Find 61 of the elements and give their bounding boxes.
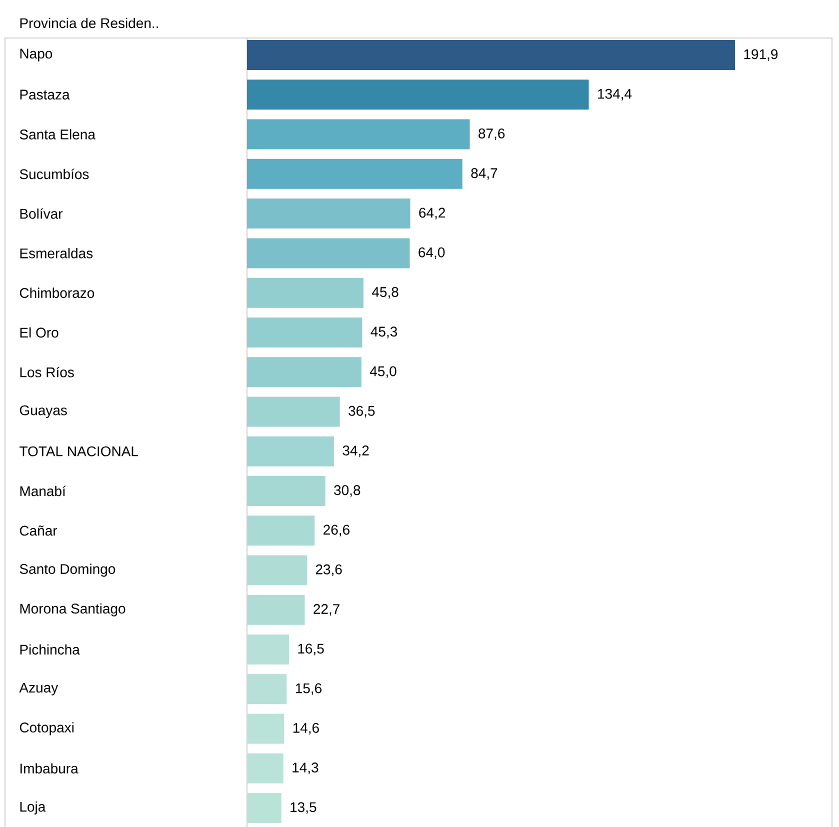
bar <box>247 278 364 308</box>
y-tick-label: Cañar <box>20 525 58 536</box>
bar <box>247 792 282 823</box>
data-label: 23,6 <box>316 564 342 576</box>
y-tick-label: Imbabura <box>20 763 78 774</box>
bar <box>247 476 326 506</box>
data-label: 34,2 <box>342 446 369 458</box>
y-tick-label: Pichincha <box>20 644 80 655</box>
y-tick-label: Bolívar <box>20 208 63 219</box>
bar <box>247 119 470 150</box>
y-tick-label: Los Ríos <box>20 366 74 378</box>
data-label: 84,7 <box>471 168 498 180</box>
y-tick-label: Pastaza <box>20 90 70 100</box>
bar <box>247 238 410 268</box>
data-label: 16,5 <box>298 644 324 656</box>
y-tick-label: Napo <box>20 48 52 62</box>
y-tick-label: TOTAL NACIONAL <box>20 446 138 456</box>
bar <box>247 594 305 625</box>
y-tick-label: Sucumbíos <box>20 168 89 180</box>
bar <box>247 753 284 784</box>
data-label: 45,0 <box>370 366 396 378</box>
data-label: 87,6 <box>478 128 505 140</box>
data-label: 14,6 <box>293 722 319 735</box>
data-label: 45,3 <box>370 326 398 338</box>
y-tick-label: Cotopaxi <box>20 722 74 736</box>
y-tick-label: Esmeraldas <box>20 248 93 258</box>
y-tick-label: Guayas <box>20 405 67 418</box>
data-label: 134,4 <box>598 88 632 100</box>
data-label: 45,8 <box>372 287 398 299</box>
bar <box>247 555 308 586</box>
data-label: 191,9 <box>744 49 778 61</box>
y-tick-label: Chimborazo <box>20 288 94 298</box>
data-label: 15,6 <box>296 683 322 695</box>
data-label: 30,8 <box>334 485 360 497</box>
y-tick-label: Loja <box>20 801 46 815</box>
y-tick-label: Azuay <box>19 682 58 696</box>
bar <box>247 198 410 229</box>
bar <box>247 80 589 110</box>
y-tick-label: Morona Santiago <box>20 603 126 616</box>
bar <box>247 396 340 427</box>
y-tick-label: Santa Elena <box>20 129 96 140</box>
bar <box>247 158 462 189</box>
data-label: 13,5 <box>290 802 316 814</box>
y-tick-label: Santo Domingo <box>20 564 116 577</box>
y-tick-label: Manabí <box>20 486 66 496</box>
bar <box>247 317 362 348</box>
bar <box>247 357 362 388</box>
y-axis-title: Provincia de Residen.. <box>20 18 158 28</box>
data-label: 26,6 <box>324 524 350 536</box>
bar <box>247 714 284 744</box>
data-label: 36,5 <box>348 406 375 418</box>
bar <box>247 674 287 704</box>
data-label: 22,7 <box>314 604 340 616</box>
bar <box>247 436 334 466</box>
bar <box>247 634 289 664</box>
y-tick-label: El Oro <box>20 327 58 338</box>
data-label: 64,2 <box>419 208 446 220</box>
data-label: 64,0 <box>418 247 445 259</box>
data-label: 14,3 <box>292 762 318 774</box>
bar <box>247 516 315 546</box>
bar <box>247 40 735 70</box>
